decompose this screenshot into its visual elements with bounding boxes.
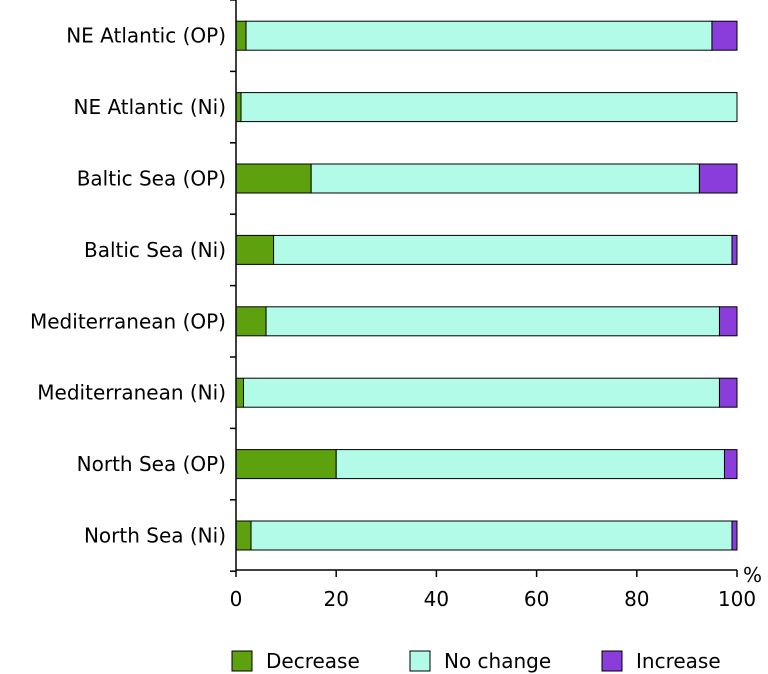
bar-segment-no-change-1 [240,92,738,123]
bar-segment-decrease-4 [235,306,267,337]
x-tick-label: 40 [424,587,449,611]
bar-segment-no-change-3 [273,234,733,265]
category-label: Mediterranean (Ni) [37,381,226,405]
bar-segment-no-change-4 [265,306,720,337]
category-label: North Sea (OP) [77,452,226,476]
category-label: NE Atlantic (OP) [66,24,226,48]
bar-segment-decrease-6 [235,449,337,480]
bar-segment-increase-0 [711,20,738,51]
bar-segment-decrease-1 [235,92,242,123]
bar-segment-increase-5 [718,377,738,408]
x-tick-label: 80 [624,587,649,611]
bar-segment-decrease-7 [235,520,252,551]
bar-segment-increase-7 [731,520,738,551]
bar-segment-no-change-0 [245,20,713,51]
x-tick-label: 0 [230,587,243,611]
bar-segment-decrease-0 [235,20,247,51]
category-label: Baltic Sea (OP) [77,167,226,191]
bars-layer [235,20,738,551]
bar-segment-increase-4 [718,306,738,337]
bar-segment-decrease-5 [235,377,245,408]
axes-layer [230,0,738,577]
bar-segment-decrease-3 [235,234,275,265]
legend-label: Decrease [266,649,360,673]
legend-label: Increase [636,649,721,673]
bar-segment-no-change-7 [250,520,733,551]
bar-segment-no-change-6 [335,449,725,480]
bar-segment-increase-2 [698,163,738,194]
x-tick-label: 20 [323,587,348,611]
x-tick-label: 60 [524,587,549,611]
bar-segment-increase-6 [723,449,738,480]
category-label: Mediterranean (OP) [30,309,226,333]
bar-segment-decrease-2 [235,163,312,194]
category-label: NE Atlantic (Ni) [74,95,227,119]
x-axis-unit-label: % [743,563,762,587]
legend-swatch-increase [601,650,623,672]
legend-swatch-no-change [409,650,431,672]
bar-segment-no-change-2 [310,163,700,194]
legend-swatch-decrease [231,650,253,672]
labels-layer: NE Atlantic (OP) NE Atlantic (Ni) Baltic S… [30,24,762,611]
category-label: North Sea (Ni) [84,524,226,548]
category-label: Baltic Sea (Ni) [84,238,226,262]
legend-label: No change [444,649,551,673]
legend: Decrease No change Increase [231,649,721,673]
x-tick-label: 100 [718,587,756,611]
bar-segment-no-change-5 [243,377,720,408]
bar-segment-increase-3 [731,234,738,265]
